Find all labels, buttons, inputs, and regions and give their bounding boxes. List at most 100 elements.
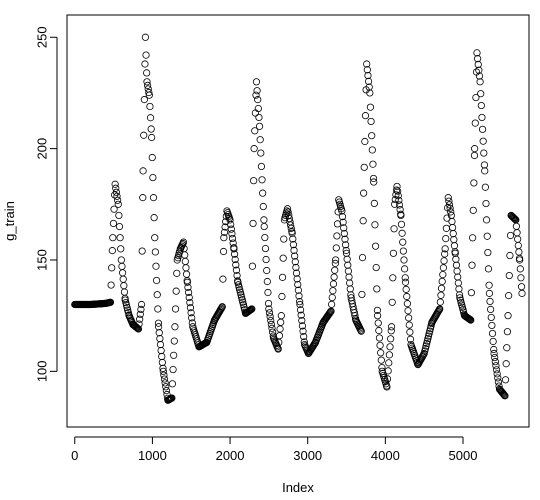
data-point bbox=[160, 371, 168, 379]
data-point bbox=[138, 247, 146, 255]
data-point bbox=[289, 241, 298, 249]
x-tick-label: 3000 bbox=[293, 448, 322, 463]
data-point bbox=[493, 370, 501, 378]
data-point bbox=[360, 189, 368, 197]
data-point bbox=[107, 281, 115, 289]
x-tick-label: 5000 bbox=[449, 448, 478, 463]
data-point bbox=[151, 248, 159, 256]
data-point bbox=[367, 117, 375, 126]
data-point bbox=[227, 220, 235, 229]
data-point bbox=[328, 300, 336, 308]
data-point bbox=[248, 305, 256, 313]
data-point bbox=[185, 293, 193, 302]
data-point bbox=[339, 218, 347, 226]
data-point bbox=[296, 300, 304, 309]
data-point bbox=[332, 256, 340, 264]
data-point bbox=[387, 323, 396, 331]
data-point bbox=[468, 261, 476, 269]
data-point bbox=[300, 338, 308, 346]
data-point bbox=[120, 282, 128, 290]
data-point bbox=[217, 304, 225, 312]
data-point bbox=[170, 337, 178, 345]
data-point bbox=[327, 307, 335, 315]
data-point bbox=[291, 252, 299, 260]
data-point bbox=[453, 267, 461, 275]
data-point bbox=[448, 217, 456, 226]
data-point bbox=[482, 216, 491, 224]
data-point bbox=[154, 319, 163, 327]
data-point bbox=[226, 216, 234, 224]
data-point bbox=[279, 254, 287, 262]
data-point bbox=[267, 320, 275, 329]
data-point bbox=[117, 245, 125, 253]
data-point bbox=[246, 306, 254, 314]
data-point bbox=[471, 119, 479, 127]
data-point bbox=[450, 242, 459, 250]
data-point bbox=[263, 266, 271, 275]
data-point bbox=[517, 274, 525, 282]
data-point bbox=[186, 304, 195, 312]
data-point bbox=[148, 133, 156, 142]
data-point bbox=[232, 261, 240, 269]
data-point bbox=[485, 281, 493, 289]
data-point bbox=[503, 344, 511, 352]
data-point bbox=[481, 167, 489, 175]
data-point bbox=[137, 300, 146, 309]
data-point bbox=[435, 306, 443, 315]
data-point bbox=[295, 292, 303, 300]
data-point bbox=[373, 285, 381, 293]
data-point bbox=[276, 325, 284, 333]
data-point bbox=[340, 224, 348, 232]
data-point bbox=[331, 259, 339, 267]
data-point bbox=[248, 262, 257, 270]
data-point bbox=[115, 211, 123, 220]
data-point bbox=[517, 283, 526, 291]
data-point bbox=[506, 251, 514, 260]
data-point bbox=[251, 109, 259, 117]
data-point bbox=[372, 263, 380, 272]
data-point bbox=[173, 269, 181, 277]
data-point bbox=[454, 273, 462, 281]
data-point bbox=[478, 113, 486, 122]
data-point bbox=[230, 245, 238, 253]
data-point bbox=[277, 312, 285, 320]
data-point bbox=[455, 291, 464, 299]
data-point bbox=[141, 60, 149, 68]
data-point bbox=[220, 228, 229, 236]
data-point bbox=[331, 266, 339, 274]
data-point bbox=[470, 151, 479, 160]
data-point bbox=[488, 321, 496, 330]
data-point bbox=[146, 102, 154, 111]
data-point bbox=[257, 149, 265, 157]
data-point bbox=[329, 287, 337, 295]
data-point bbox=[111, 180, 119, 188]
data-point bbox=[328, 293, 336, 302]
data-point bbox=[261, 244, 270, 253]
data-point bbox=[153, 276, 161, 285]
data-point bbox=[179, 239, 187, 248]
data-point bbox=[110, 205, 118, 213]
data-point bbox=[342, 246, 350, 255]
data-point bbox=[477, 90, 485, 98]
data-point bbox=[480, 161, 489, 169]
data-point bbox=[484, 248, 492, 257]
data-point bbox=[436, 305, 444, 313]
data-point bbox=[506, 231, 515, 240]
data-point bbox=[364, 71, 372, 80]
data-point bbox=[158, 358, 166, 367]
data-point bbox=[366, 103, 375, 111]
data-point bbox=[254, 104, 262, 113]
data-point bbox=[477, 101, 485, 110]
data-point bbox=[220, 234, 228, 242]
data-point bbox=[144, 81, 152, 89]
data-point bbox=[374, 319, 382, 327]
data-point bbox=[513, 229, 521, 237]
data-point bbox=[168, 394, 176, 402]
data-point bbox=[333, 220, 342, 228]
data-point bbox=[505, 292, 513, 300]
data-point bbox=[143, 69, 151, 77]
data-point bbox=[326, 308, 334, 317]
data-point bbox=[171, 305, 180, 313]
data-point bbox=[250, 177, 258, 185]
data-point bbox=[467, 289, 475, 297]
